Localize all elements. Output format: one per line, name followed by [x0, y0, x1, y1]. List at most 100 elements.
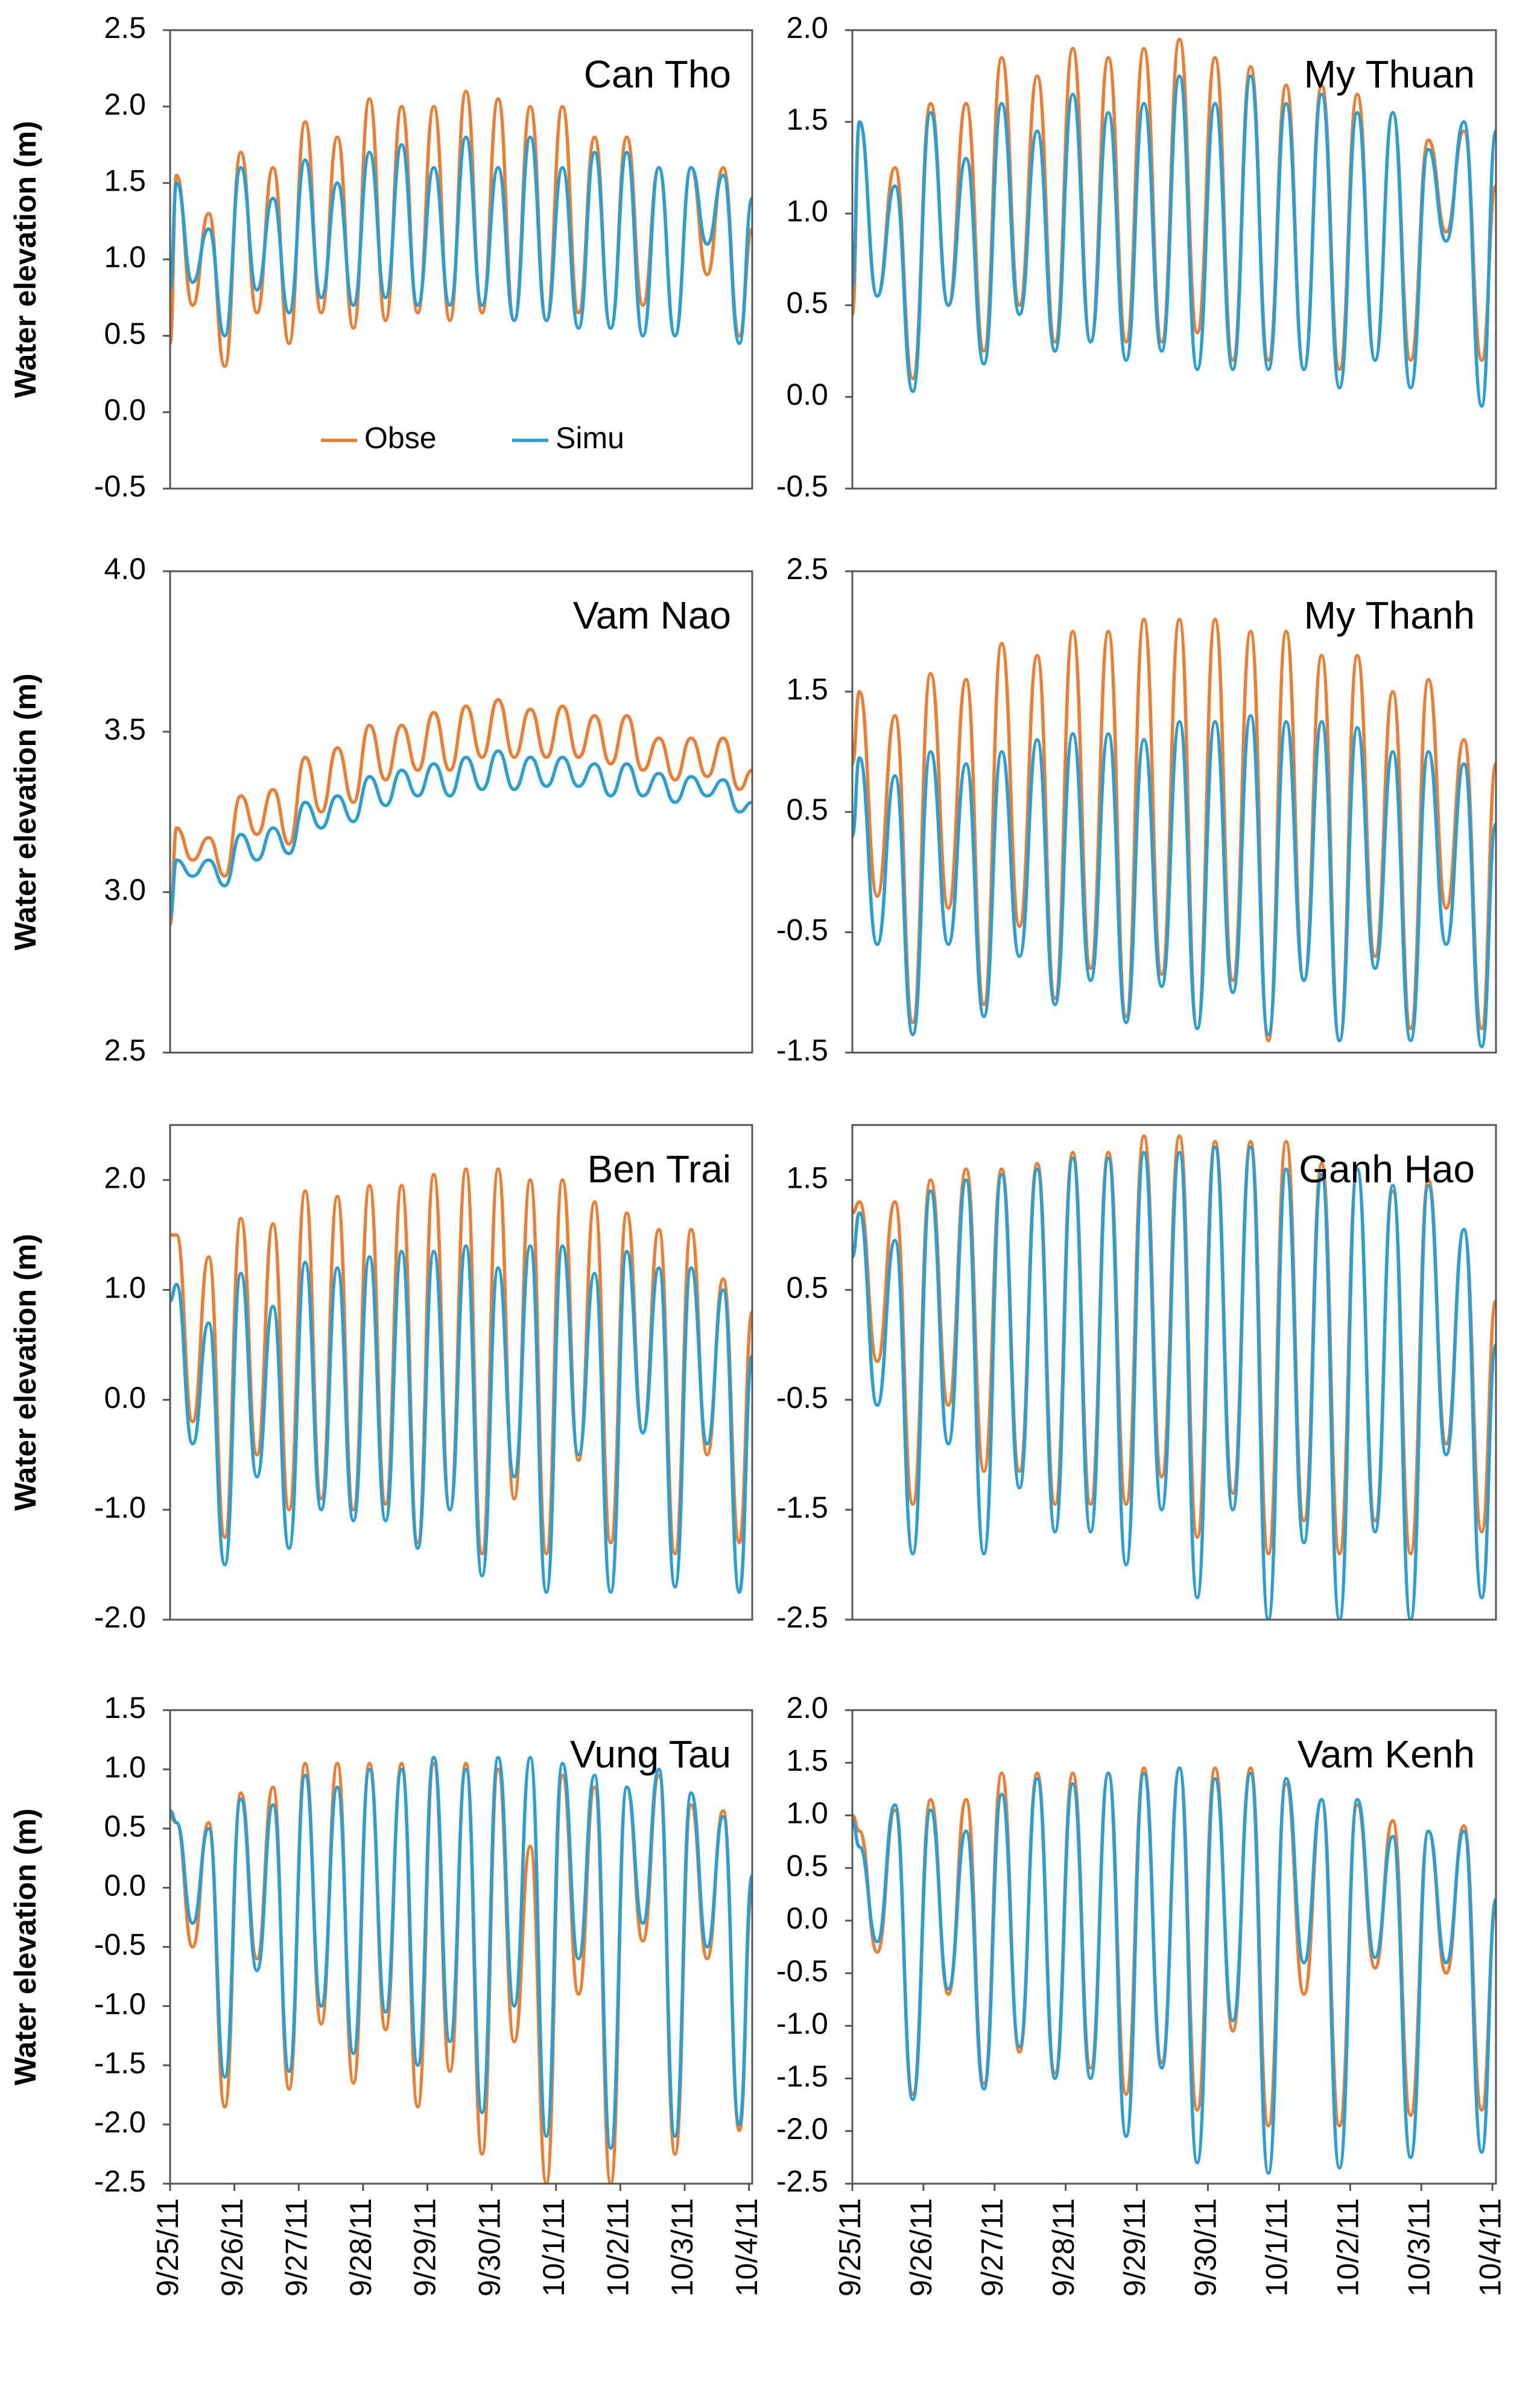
y-tick-label: 2.5: [786, 552, 828, 586]
y-tick-label: 1.5: [104, 164, 146, 198]
plot-frame: [169, 1124, 753, 1621]
x-tick-label: 9/25/11: [151, 2198, 185, 2296]
plot-frame: [169, 29, 753, 490]
plot-frame: [851, 29, 1497, 490]
x-tick-label: 9/26/11: [215, 2198, 249, 2296]
x-tick-label: 9/27/11: [975, 2198, 1009, 2296]
series-line: [852, 1145, 1496, 1620]
y-tick-label: -0.5: [94, 469, 146, 503]
series-line: [852, 74, 1496, 408]
y-tick-label: 1.5: [786, 673, 828, 706]
y-tick-label: 3.5: [104, 712, 146, 746]
y-tick-label: 4.0: [104, 552, 146, 586]
panel-title: Vam Nao: [573, 594, 731, 637]
series-line: [170, 1244, 752, 1594]
plot: [852, 1766, 1496, 2175]
panel-title: Vung Tau: [570, 1732, 731, 1776]
series-line: [852, 714, 1496, 1048]
y-tick-label: 0.0: [104, 393, 146, 427]
y-tick-label: 0.0: [104, 1869, 146, 1903]
panel-title: Vam Kenh: [1298, 1732, 1475, 1776]
y-tick-label: -1.0: [94, 1987, 146, 2021]
y-axis-label: Water elevation (m): [8, 673, 42, 950]
series-line: [852, 1766, 1496, 2175]
y-tick-label: 2.5: [104, 1033, 146, 1067]
plot-frame: [169, 570, 753, 1054]
y-tick-label: 0.5: [786, 793, 828, 826]
y-tick-label: -0.5: [776, 1954, 828, 1988]
plot-frame: [169, 1709, 753, 2185]
y-tick-label: 1.0: [104, 1750, 146, 1784]
y-tick-label: 1.0: [786, 1796, 828, 1830]
y-axis-label: Water elevation (m): [8, 1808, 42, 2085]
y-tick-label: 1.0: [104, 240, 146, 274]
plot: [852, 1134, 1496, 1620]
legend-label: Obse: [364, 421, 437, 455]
panel-title: Ben Trai: [588, 1147, 731, 1191]
y-tick-label: -1.5: [776, 1033, 828, 1067]
x-tick-label: 9/28/11: [344, 2198, 378, 2296]
x-tick-label: 10/3/11: [1402, 2198, 1436, 2296]
y-tick-label: 1.0: [104, 1271, 146, 1305]
y-tick-label: 3.0: [104, 873, 146, 907]
y-tick-label: 0.5: [104, 1809, 146, 1843]
x-tick-label: 10/1/11: [1260, 2198, 1294, 2296]
y-tick-label: -2.0: [94, 1600, 146, 1634]
y-tick-label: -0.5: [776, 469, 828, 503]
y-tick-label: 1.5: [786, 1743, 828, 1777]
y-tick-label: -2.0: [94, 2105, 146, 2139]
x-tick-label: 9/29/11: [1118, 2198, 1152, 2296]
plot: [170, 698, 752, 926]
x-tick-label: 9/26/11: [904, 2198, 938, 2296]
y-tick-label: 2.0: [104, 1161, 146, 1194]
x-tick-label: 9/25/11: [833, 2198, 867, 2296]
x-tick-label: 9/30/11: [1189, 2198, 1223, 2296]
x-tick-label: 9/28/11: [1047, 2198, 1080, 2296]
y-tick-label: 0.0: [104, 1381, 146, 1415]
y-tick-label: -0.5: [94, 1928, 146, 1962]
y-tick-label: 2.0: [786, 1691, 828, 1725]
y-tick-label: -2.5: [776, 1600, 828, 1634]
y-tick-label: -2.5: [776, 2164, 828, 2198]
plot: [170, 1167, 752, 1594]
panel-title: My Thanh: [1304, 594, 1475, 637]
plot: [170, 1755, 752, 2184]
y-tick-label: 0.5: [786, 1271, 828, 1305]
x-tick-label: 9/27/11: [279, 2198, 313, 2296]
x-tick-label: 10/4/11: [730, 2198, 764, 2296]
panel-title: My Thuan: [1304, 52, 1475, 96]
y-tick-label: -2.0: [776, 2112, 828, 2146]
plot-frame: [851, 1124, 1497, 1621]
x-tick-label: 10/3/11: [665, 2198, 699, 2296]
plot: [852, 37, 1496, 408]
y-tick-label: 0.0: [786, 1901, 828, 1935]
y-tick-label: -1.0: [94, 1491, 146, 1524]
y-tick-label: 0.5: [104, 317, 146, 350]
x-tick-label: 10/4/11: [1473, 2198, 1507, 2296]
y-tick-label: -1.5: [776, 1491, 828, 1524]
y-axis-label: Water elevation (m): [8, 121, 42, 398]
y-tick-label: -2.5: [94, 2164, 146, 2198]
series-line: [170, 749, 752, 920]
y-tick-label: 2.5: [104, 11, 146, 45]
legend-label: Simu: [556, 421, 624, 455]
x-tick-label: 9/29/11: [408, 2198, 442, 2296]
y-tick-label: -1.5: [776, 2059, 828, 2093]
x-tick-label: 10/2/11: [601, 2198, 635, 2296]
panel-title: Can Tho: [584, 52, 731, 96]
y-axis-label: Water elevation (m): [8, 1234, 42, 1510]
plot: [852, 618, 1496, 1048]
plot: [170, 89, 752, 369]
series-line: [170, 1755, 752, 2150]
y-tick-label: 1.5: [104, 1691, 146, 1725]
plot-frame: [851, 1709, 1497, 2185]
series-line: [170, 698, 752, 926]
y-tick-label: 2.0: [786, 11, 828, 45]
y-tick-label: 1.0: [786, 194, 828, 228]
panel-title: Ganh Hao: [1299, 1147, 1475, 1191]
y-tick-label: 0.0: [786, 378, 828, 411]
x-tick-label: 10/1/11: [537, 2198, 571, 2296]
y-tick-label: 1.5: [786, 103, 828, 136]
x-tick-label: 10/2/11: [1331, 2198, 1365, 2296]
